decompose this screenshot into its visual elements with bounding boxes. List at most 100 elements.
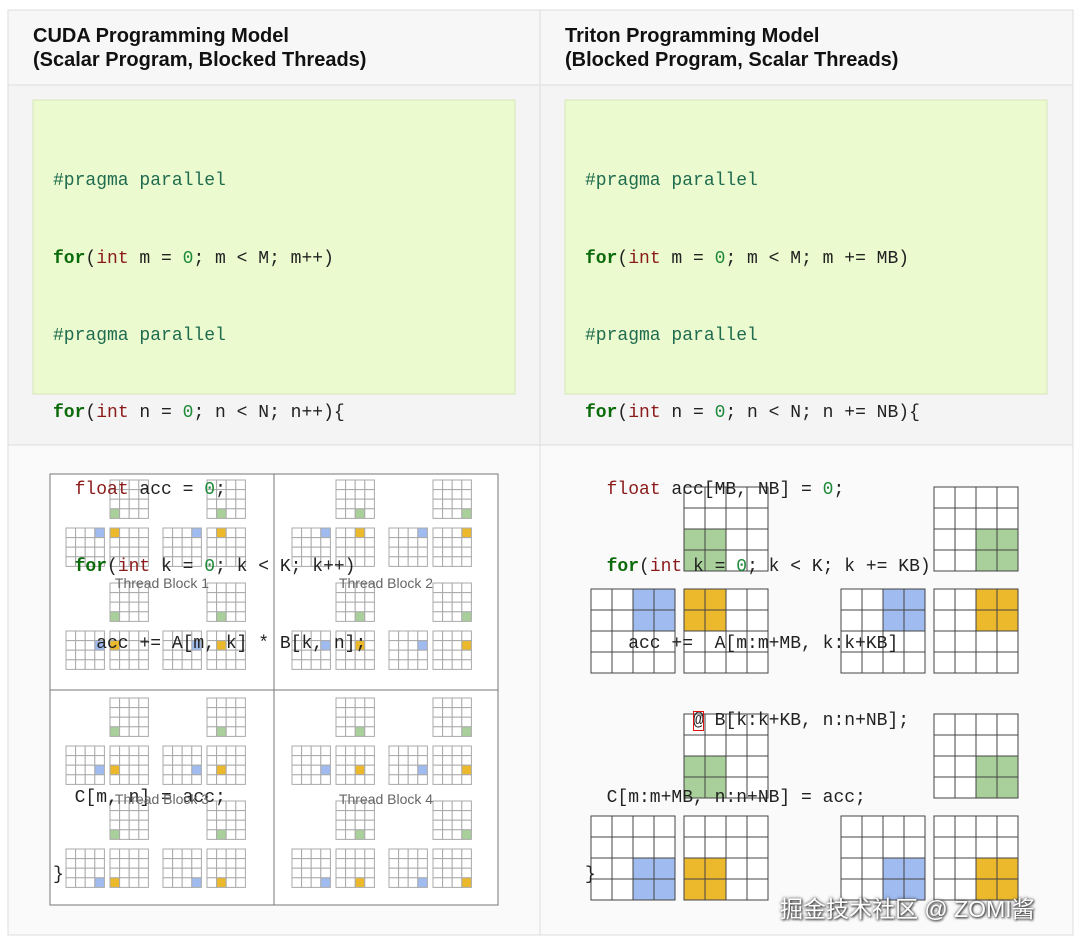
watermark: 掘金技术社区 @ ZOMI酱: [780, 896, 1035, 922]
grid-cell: [364, 659, 375, 670]
grid-cell: [461, 697, 472, 709]
grid-cell: [461, 848, 472, 860]
grid-cell: [933, 776, 956, 799]
code-line: float acc[MB, NB] = 0;: [606, 479, 845, 500]
code-line: for(int k = 0; k < K; k++): [74, 556, 356, 577]
grid-cell: [417, 774, 428, 785]
grid-cell: [407, 755, 419, 766]
grid-cell: [432, 479, 444, 491]
grid-cell: [388, 546, 400, 558]
grid-cell: [975, 776, 998, 799]
grid-cell: [191, 774, 202, 785]
grid-cell: [432, 697, 444, 709]
grid-cell: [442, 800, 453, 812]
grid-cell: [398, 877, 409, 888]
grid-cell: [451, 527, 463, 539]
grid-cell: [432, 556, 444, 567]
grid-cell: [461, 707, 472, 718]
grid-cell: [975, 630, 998, 653]
grid-cell: [933, 549, 956, 572]
grid-cell: [432, 774, 444, 785]
grid-cell: [432, 592, 444, 603]
grid-cell: [954, 609, 977, 632]
block-label: Thread Block 4: [338, 791, 434, 807]
grid-cell: [417, 556, 428, 567]
grid-cell: [451, 877, 463, 888]
grid-cell: [451, 479, 463, 491]
grid-cell: [451, 755, 463, 766]
grid-cell: [407, 537, 419, 548]
grid-cell: [388, 774, 400, 785]
grid-cell: [364, 774, 375, 785]
grid-cell: [461, 489, 472, 500]
grid-cell: [461, 527, 472, 539]
grid-cell: [442, 848, 453, 860]
grid-cell: [461, 659, 472, 670]
grid-cell: [954, 651, 977, 674]
grid-cell: [996, 486, 1019, 509]
code-token: 0: [714, 402, 726, 423]
grid-cell: [432, 659, 444, 670]
grid-cell: [442, 877, 453, 888]
code-token: #pragma parallel: [53, 325, 226, 346]
grid-cell: [388, 556, 400, 567]
grid-cell: [417, 848, 428, 860]
grid-cell: [320, 556, 331, 567]
grid-cell: [451, 601, 463, 613]
grid-cell: [442, 774, 453, 785]
grid-cell: [407, 858, 419, 869]
grid-cell: [235, 611, 246, 622]
grid-cell: [653, 878, 676, 901]
grid-cell: [138, 829, 149, 840]
grid-cell: [432, 630, 444, 642]
grid-cell: [442, 498, 453, 510]
grid-cell: [933, 507, 956, 530]
grid-cell: [975, 836, 998, 859]
grid-cell: [432, 755, 444, 766]
grid-cell: [996, 651, 1019, 674]
grid-cell: [975, 734, 998, 757]
grid-cell: [407, 877, 419, 888]
code-line: }: [585, 865, 596, 886]
grid-cell: [746, 651, 769, 674]
grid-cell: [746, 878, 769, 901]
grid-cell: [407, 556, 419, 567]
grid-cell: [320, 877, 331, 888]
grid-cell: [442, 508, 453, 519]
grid-cell: [451, 649, 463, 661]
grid-cell: [442, 592, 453, 603]
code-cuda: #pragma parallel for(int m = 0; m < M; m…: [53, 118, 366, 915]
grid-cell: [954, 713, 977, 736]
grid-cell: [461, 640, 472, 651]
grid-cell: [451, 707, 463, 718]
grid-cell: [461, 774, 472, 785]
grid-cell: [94, 659, 105, 670]
code-token: #pragma parallel: [585, 171, 758, 192]
grid-cell: [461, 800, 472, 812]
grid-cell: [235, 659, 246, 670]
grid-cell: [138, 508, 149, 519]
grid-cell: [407, 659, 419, 670]
grid-cell: [432, 601, 444, 613]
grid-cell: [442, 640, 453, 651]
grid-cell: [954, 588, 977, 611]
grid-cell: [451, 508, 463, 519]
grid-cell: [451, 640, 463, 651]
grid-cell: [461, 819, 472, 831]
grid-cell: [442, 659, 453, 670]
grid-cell: [398, 867, 409, 879]
grid-cell: [94, 556, 105, 567]
grid-cell: [975, 507, 998, 530]
grid-cell: [364, 829, 375, 840]
grid-cell: [138, 659, 149, 670]
code-line: #pragma parallel: [53, 324, 366, 350]
grid-cell: [461, 556, 472, 567]
grid-cell: [451, 659, 463, 670]
grid-cell: [442, 546, 453, 558]
grid-cell: [996, 630, 1019, 653]
grid-cell: [903, 878, 926, 901]
grid-cell: [398, 764, 409, 776]
code-token: 0: [182, 402, 194, 423]
grid-cell: [432, 527, 444, 539]
